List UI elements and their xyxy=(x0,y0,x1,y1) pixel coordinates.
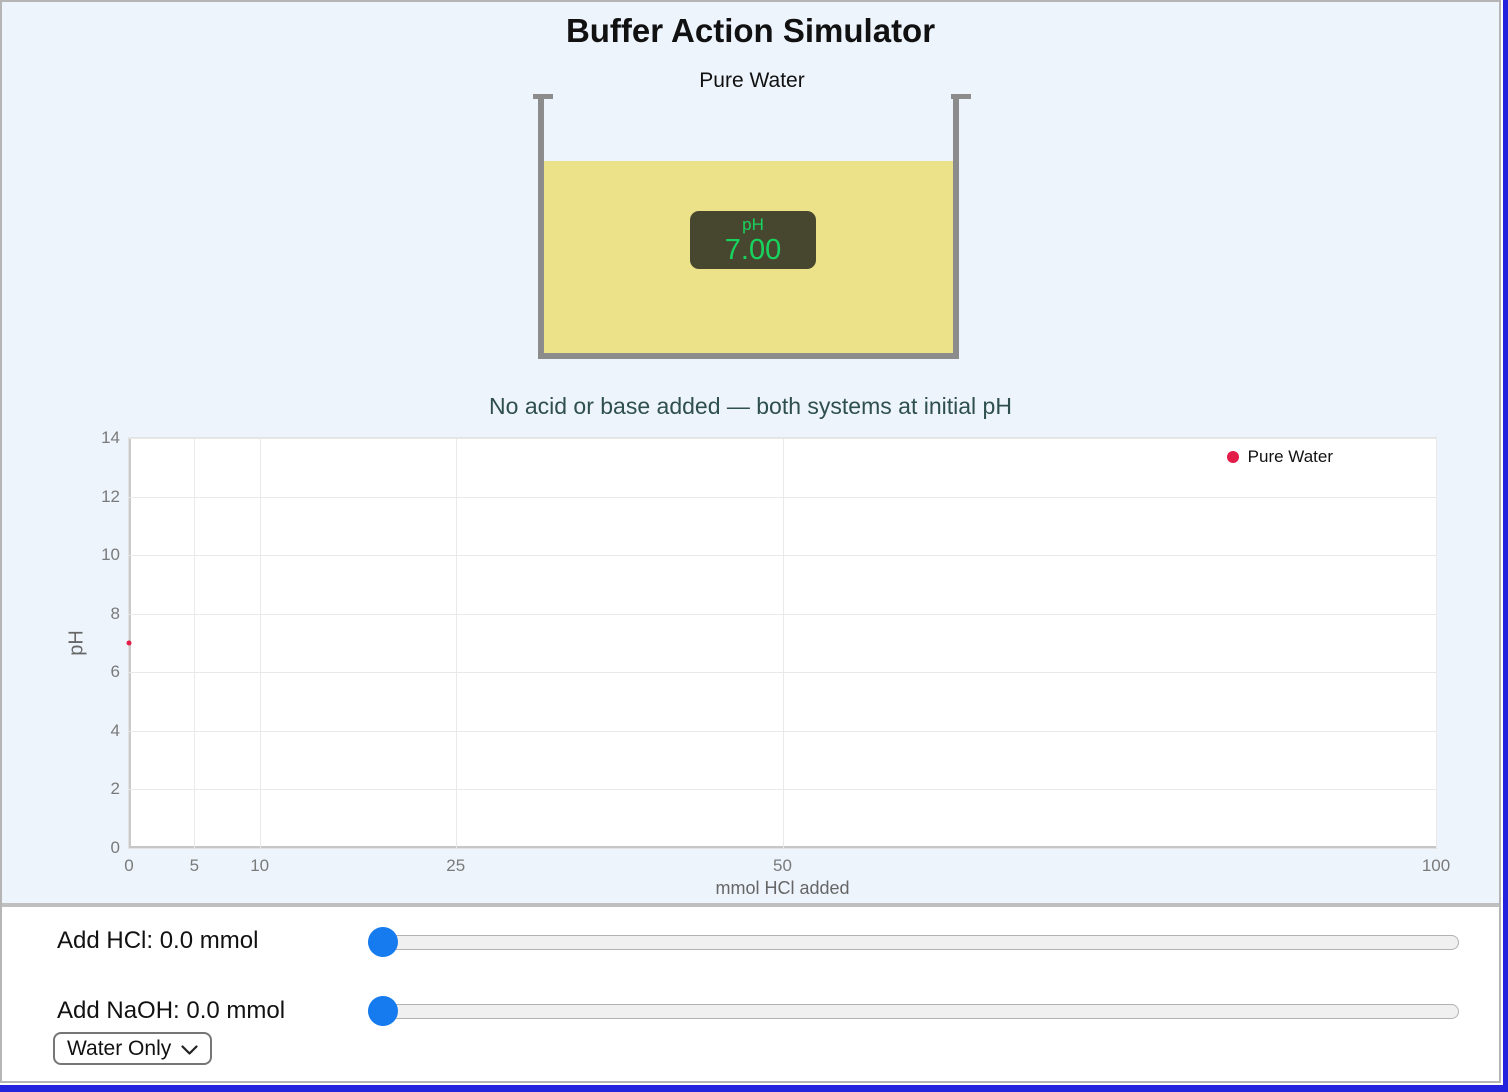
v-gridline xyxy=(455,438,457,848)
beaker-rim-right xyxy=(951,94,971,99)
x-tick-label: 100 xyxy=(1421,856,1451,875)
naoh-slider-thumb[interactable] xyxy=(368,996,398,1026)
page-title: Buffer Action Simulator xyxy=(565,12,936,49)
y-tick-label: 4 xyxy=(110,720,120,740)
y-tick-label: 6 xyxy=(110,662,120,682)
x-tick-label: 10 xyxy=(250,856,270,875)
plot-area: 0 2 4 6 8 10 12 14 0 5 10 25 50 100 xyxy=(101,428,1450,875)
x-tick-label: 0 xyxy=(124,856,134,875)
y-tick-label: 0 xyxy=(110,838,120,857)
ph-chart: 0 2 4 6 8 10 12 14 0 5 10 25 50 100 Pure Water pH mmo… xyxy=(66,428,1451,898)
ph-meter-value: 7.00 xyxy=(724,234,782,266)
v-gridline xyxy=(1436,438,1437,848)
hcl-slider-track[interactable] xyxy=(368,935,1459,950)
simulation-panel: Buffer Action Simulator Pure Water pH 7.… xyxy=(2,2,1499,907)
data-point-pure-water xyxy=(126,640,132,646)
legend-swatch-pure-water xyxy=(1226,451,1239,463)
naoh-slider-label: Add NaOH: 0.0 mmol xyxy=(57,997,286,1024)
hcl-slider[interactable] xyxy=(368,927,1459,957)
controls-panel: Add HCl: 0.0 mmol Add NaOH: 0.0 mmol Wat… xyxy=(2,911,1499,1081)
chevron-down-icon xyxy=(181,1038,198,1062)
y-tick-label: 2 xyxy=(110,779,120,799)
v-gridline xyxy=(194,438,196,848)
y-axis-title: pH xyxy=(65,630,88,656)
system-mode-value: Water Only xyxy=(67,1036,172,1060)
legend-label: Pure Water xyxy=(1247,447,1333,466)
system-mode-select[interactable]: Water Only xyxy=(53,1032,213,1065)
v-gridline xyxy=(259,438,261,848)
x-tick-label: 5 xyxy=(189,856,200,875)
ph-meter: pH 7.00 xyxy=(690,211,816,269)
y-tick-label: 8 xyxy=(110,603,120,623)
y-tick-label: 12 xyxy=(101,486,120,506)
beaker-wall-right xyxy=(953,94,959,358)
x-axis-title: mmol HCl added xyxy=(715,878,850,898)
y-tick-label: 14 xyxy=(101,428,120,447)
naoh-slider[interactable] xyxy=(368,996,1459,1026)
naoh-slider-track[interactable] xyxy=(368,1004,1459,1019)
y-tick-label: 10 xyxy=(101,545,120,565)
beaker-bottom xyxy=(538,353,959,359)
hcl-slider-label: Add HCl: 0.0 mmol xyxy=(57,927,259,954)
x-tick-label: 50 xyxy=(773,856,792,875)
hcl-slider-thumb[interactable] xyxy=(368,927,398,957)
beaker-wall-left xyxy=(538,94,544,358)
beaker-label: Pure Water xyxy=(699,69,805,92)
ph-meter-label: pH xyxy=(742,215,764,234)
chart-legend: Pure Water xyxy=(1226,447,1333,467)
x-tick-label: 25 xyxy=(446,856,466,875)
v-gridline xyxy=(782,438,784,848)
status-message: No acid or base added — both systems at … xyxy=(489,393,1012,419)
